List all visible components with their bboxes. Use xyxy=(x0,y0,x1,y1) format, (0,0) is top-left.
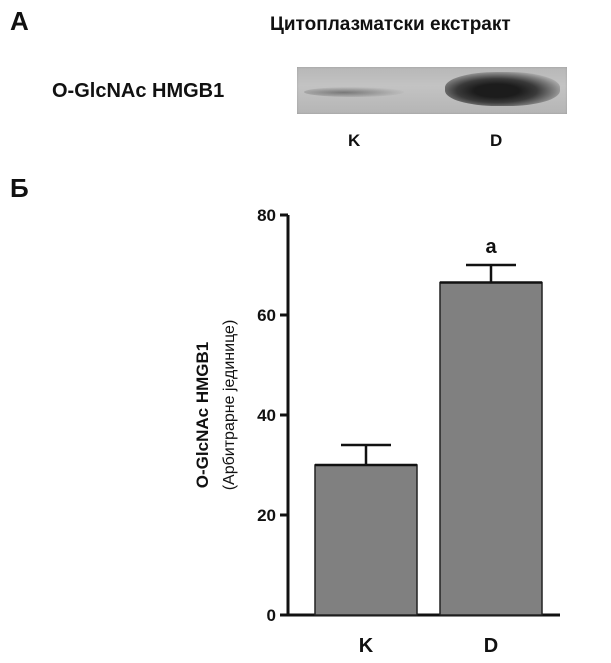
panel-a-label: А xyxy=(10,6,29,36)
blot-band-d xyxy=(445,72,560,106)
panel-b-label: Б xyxy=(10,173,29,203)
bar xyxy=(439,281,543,616)
blot-title: Цитоплазматски екстракт xyxy=(270,14,511,35)
y-tick-label: 0 xyxy=(267,606,276,625)
significance-label: a xyxy=(485,236,497,258)
y-tick-label: 20 xyxy=(257,506,276,525)
x-tick-label: K xyxy=(359,635,374,657)
blot-row-label: O-GlcNAc HMGB1 xyxy=(52,80,225,102)
y-tick-label: 60 xyxy=(257,306,276,325)
x-tick-label: D xyxy=(484,635,498,657)
y-axis-sublabel: (Арбитрарне јединице) xyxy=(221,320,238,491)
y-tick-label: 80 xyxy=(257,206,276,225)
blot-band-k xyxy=(304,87,404,97)
lane-label-k: K xyxy=(348,131,361,150)
lane-label-d: D xyxy=(490,131,503,150)
y-tick-label: 40 xyxy=(257,406,276,425)
bar xyxy=(314,464,418,616)
y-axis-label: O-GlcNAc HMGB1 xyxy=(193,342,212,488)
